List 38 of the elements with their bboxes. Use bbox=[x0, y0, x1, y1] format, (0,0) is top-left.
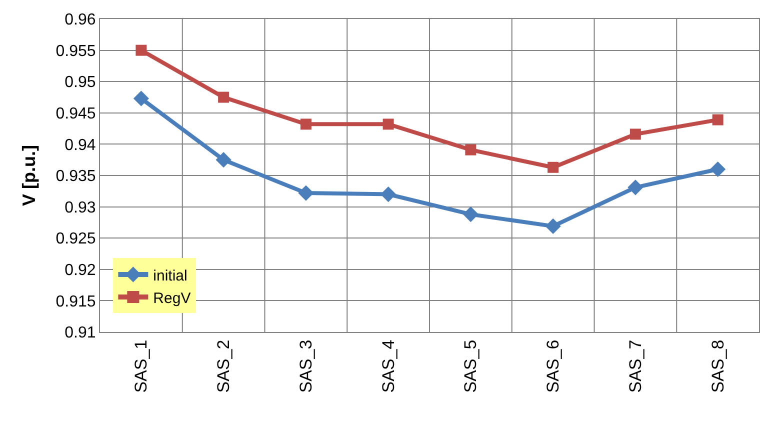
point bbox=[218, 92, 230, 103]
legend-label: initial bbox=[153, 267, 188, 284]
legend-label: RegV bbox=[153, 290, 191, 307]
y-tick-label: 0.94 bbox=[64, 136, 96, 154]
point bbox=[136, 44, 147, 56]
point bbox=[382, 118, 394, 130]
x-tick-label: SAS_5 bbox=[461, 340, 480, 393]
y-tick-label: 0.95 bbox=[64, 74, 96, 92]
point bbox=[712, 114, 724, 126]
x-tick-label: SAS_8 bbox=[708, 340, 728, 393]
y-tick-label: 0.955 bbox=[56, 42, 96, 60]
x-tick-label: SAS_4 bbox=[378, 340, 398, 393]
point bbox=[628, 180, 644, 196]
point bbox=[630, 128, 641, 140]
point bbox=[380, 186, 396, 202]
point bbox=[545, 218, 561, 234]
point bbox=[548, 162, 559, 173]
x-tick-label: SAS_7 bbox=[626, 340, 645, 393]
x-tick-label: SAS_1 bbox=[132, 340, 151, 393]
x-tick-label: SAS_6 bbox=[544, 340, 563, 393]
point bbox=[216, 152, 232, 168]
x-tick-label: SAS_3 bbox=[296, 340, 316, 393]
point bbox=[710, 161, 726, 178]
y-tick-label: 0.935 bbox=[56, 168, 96, 186]
x-tick-label: SAS_2 bbox=[214, 340, 234, 393]
y-tick-label: 0.96 bbox=[64, 12, 96, 29]
y-tick-label: 0.93 bbox=[64, 199, 96, 216]
y-axis-title: V [p.u.] bbox=[18, 145, 39, 206]
y-tick-label: 0.945 bbox=[56, 106, 96, 122]
y-tick-label: 0.92 bbox=[64, 262, 96, 279]
y-tick-label: 0.915 bbox=[56, 293, 96, 310]
point bbox=[462, 206, 478, 222]
point bbox=[465, 144, 476, 156]
point bbox=[298, 185, 314, 201]
point bbox=[300, 118, 312, 130]
y-tick-label: 0.91 bbox=[64, 324, 96, 342]
y-tick-label: 0.925 bbox=[56, 230, 96, 248]
point bbox=[133, 90, 149, 106]
